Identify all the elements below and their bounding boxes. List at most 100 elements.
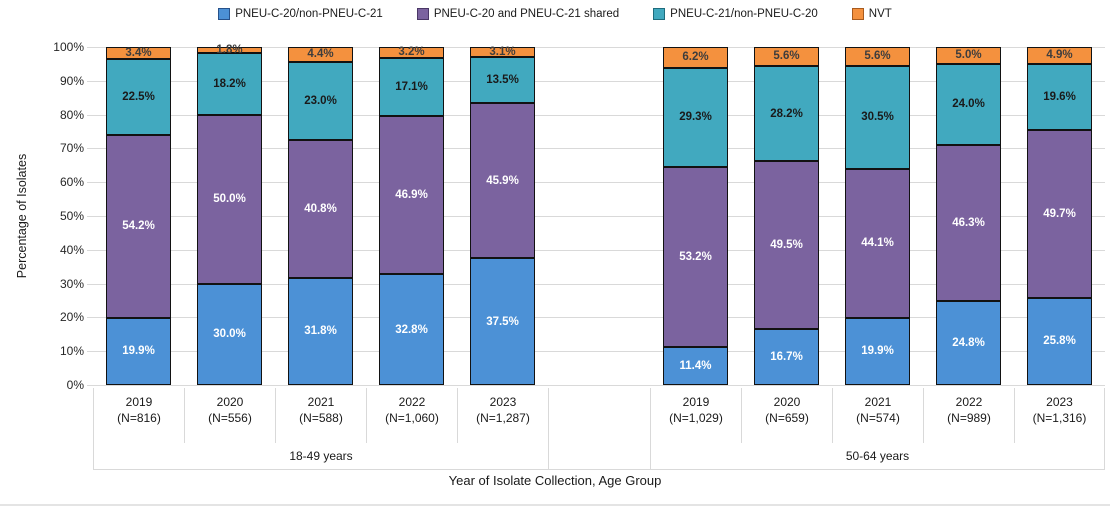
sample-size-label: (N=1,060) — [385, 411, 439, 426]
x-axis-label-cell: 2019 (N=1,029) — [650, 388, 741, 443]
x-axis-label-cell: 2021 (N=588) — [275, 388, 366, 443]
segment-pneu-c-21-only: 23.0% — [288, 61, 353, 140]
sample-size-label: (N=574) — [856, 411, 900, 426]
segment-pneu-c-20-only: 19.9% — [106, 317, 171, 385]
group-gap — [548, 47, 650, 385]
y-axis-tick-label: 40% — [59, 242, 84, 257]
segment-shared: 46.9% — [379, 115, 444, 275]
segment-value-label: 11.4% — [679, 359, 712, 372]
segment-value-label: 49.5% — [770, 238, 803, 251]
sample-size-label: (N=816) — [117, 411, 161, 426]
segment-value-label: 44.1% — [861, 237, 894, 250]
bar-slot-2020: 30.0% 50.0% 18.2% 1.8% — [184, 44, 275, 385]
segment-nvt: 5.0% — [936, 47, 1001, 64]
segment-value-label: 5.6% — [773, 50, 800, 63]
bar-slot-2022: 32.8% 46.9% 17.1% 3.2% — [366, 46, 457, 385]
stacked-bar-18-49-2019: 19.9% 54.2% 22.5% 3.4% — [106, 47, 171, 385]
year-label: 2019 — [125, 395, 153, 409]
segment-shared: 46.3% — [936, 144, 1001, 302]
bar-slot-2021: 19.9% 44.1% 30.5% 5.6% — [832, 47, 923, 385]
y-axis-tick-label: 80% — [59, 107, 84, 122]
segment-value-label: 46.3% — [952, 217, 985, 230]
gridline — [87, 114, 1105, 116]
bar-slot-2019: 11.4% 53.2% 29.3% 6.2% — [650, 46, 741, 385]
segment-pneu-c-20-only: 19.9% — [845, 317, 910, 385]
bar-slot-2023: 25.8% 49.7% 19.6% 4.9% — [1014, 47, 1105, 385]
y-axis-tick-label: 70% — [59, 141, 84, 156]
segment-value-label: 53.2% — [679, 250, 712, 263]
segment-value-label: 32.8% — [395, 323, 428, 336]
legend-item-pneu-c-21-only: PNEU-C-21/non-PNEU-C-20 — [653, 8, 818, 20]
segment-shared: 49.7% — [1027, 129, 1092, 298]
stacked-bar-50-64-2020: 16.7% 49.5% 28.2% 5.6% — [754, 47, 819, 385]
year-label: 2019 — [682, 395, 710, 409]
y-axis-tick-label: 50% — [59, 208, 84, 223]
year-label: 2021 — [864, 395, 892, 409]
legend-item-shared: PNEU-C-20 and PNEU-C-21 shared — [416, 8, 619, 20]
segment-value-label: 5.6% — [864, 50, 891, 63]
y-axis-tick-labels: 100% 90% 80% 70% 60% 50% 40% 30% 20% 10% 0% — [0, 39, 84, 393]
x-axis-label-cell: 2022 (N=1,060) — [366, 388, 457, 443]
chart-legend: PNEU-C-20/non-PNEU-C-21 PNEU-C-20 and PNE… — [0, 8, 1110, 20]
stacked-bar-18-49-2022: 32.8% 46.9% 17.1% 3.2% — [379, 46, 444, 385]
bar-slot-2022: 24.8% 46.3% 24.0% 5.0% — [923, 47, 1014, 385]
stacked-bar-50-64-2023: 25.8% 49.7% 19.6% 4.9% — [1027, 47, 1092, 385]
bar-slot-2020: 16.7% 49.5% 28.2% 5.6% — [741, 47, 832, 385]
segment-nvt: 3.4% — [106, 47, 171, 59]
segment-value-label: 30.5% — [861, 111, 894, 124]
x-axis-label-cell: 2019 (N=816) — [93, 388, 184, 443]
gridline — [87, 249, 1105, 251]
segment-pneu-c-20-only: 30.0% — [197, 283, 262, 385]
segment-pneu-c-21-only: 13.5% — [470, 57, 535, 104]
legend-swatch-icon — [653, 8, 666, 20]
segment-value-label: 16.7% — [770, 350, 803, 363]
bar-slot-2023: 37.5% 45.9% 13.5% 3.1% — [457, 46, 548, 385]
year-label: 2023 — [1046, 395, 1073, 409]
x-axis-category-labels: 2019 (N=816) 2020 (N=556) 2021 (N=588) 2022 (N=… — [93, 388, 1105, 443]
x-axis-label-cell: 2021 (N=574) — [832, 388, 923, 443]
segment-value-label: 50.0% — [213, 193, 246, 206]
segment-pneu-c-20-only: 24.8% — [936, 301, 1001, 385]
legend-swatch-icon — [416, 8, 429, 20]
segment-value-label: 24.8% — [952, 337, 985, 350]
segment-pneu-c-20-only: 32.8% — [379, 274, 444, 385]
x-axis-title: Year of Isolate Collection, Age Group — [448, 473, 662, 488]
stacked-bar-50-64-2019: 11.4% 53.2% 29.3% 6.2% — [663, 46, 728, 385]
segment-shared: 54.2% — [106, 134, 171, 318]
gridline — [87, 385, 1105, 386]
gridline — [87, 47, 1105, 48]
segment-value-label: 40.8% — [304, 202, 337, 215]
year-label: 2022 — [398, 395, 426, 409]
gridline — [87, 80, 1105, 82]
stacked-bar-18-49-2021: 31.8% 40.8% 23.0% 4.4% — [288, 47, 353, 385]
segment-pneu-c-21-only: 17.1% — [379, 57, 444, 116]
segment-nvt: 3.1% — [470, 46, 535, 58]
sample-size-label: (N=989) — [947, 411, 991, 426]
y-axis-tick-label: 90% — [59, 73, 84, 88]
segment-pneu-c-21-only: 19.6% — [1027, 63, 1092, 130]
sample-size-label: (N=1,287) — [476, 411, 530, 426]
x-axis-label-cell: 2023 (N=1,316) — [1014, 388, 1105, 443]
legend-item-nvt: NVT — [851, 8, 892, 20]
year-label: 2021 — [307, 395, 335, 409]
bar-slot-2021: 31.8% 40.8% 23.0% 4.4% — [275, 47, 366, 385]
stacked-bar-50-64-2021: 19.9% 44.1% 30.5% 5.6% — [845, 47, 910, 385]
segment-nvt: 4.9% — [1027, 47, 1092, 64]
segment-value-label: 1.8% — [216, 44, 243, 57]
gridline — [87, 283, 1105, 285]
segment-value-label: 19.6% — [1043, 90, 1076, 103]
segment-pneu-c-20-only: 25.8% — [1027, 297, 1092, 385]
segment-pneu-c-21-only: 18.2% — [197, 53, 262, 115]
segment-value-label: 49.7% — [1043, 207, 1076, 220]
legend-label: PNEU-C-20/non-PNEU-C-21 — [235, 8, 383, 20]
segment-value-label: 17.1% — [395, 80, 428, 93]
sample-size-label: (N=556) — [208, 411, 252, 426]
y-axis-tick-label: 20% — [59, 310, 84, 325]
segment-nvt: 4.4% — [288, 47, 353, 62]
group-label-18-49: 18-49 years — [93, 443, 548, 470]
segment-shared: 53.2% — [663, 166, 728, 347]
legend-swatch-icon — [851, 8, 864, 20]
segment-shared: 40.8% — [288, 139, 353, 278]
segment-value-label: 5.0% — [955, 49, 982, 62]
segment-pneu-c-21-only: 24.0% — [936, 63, 1001, 145]
